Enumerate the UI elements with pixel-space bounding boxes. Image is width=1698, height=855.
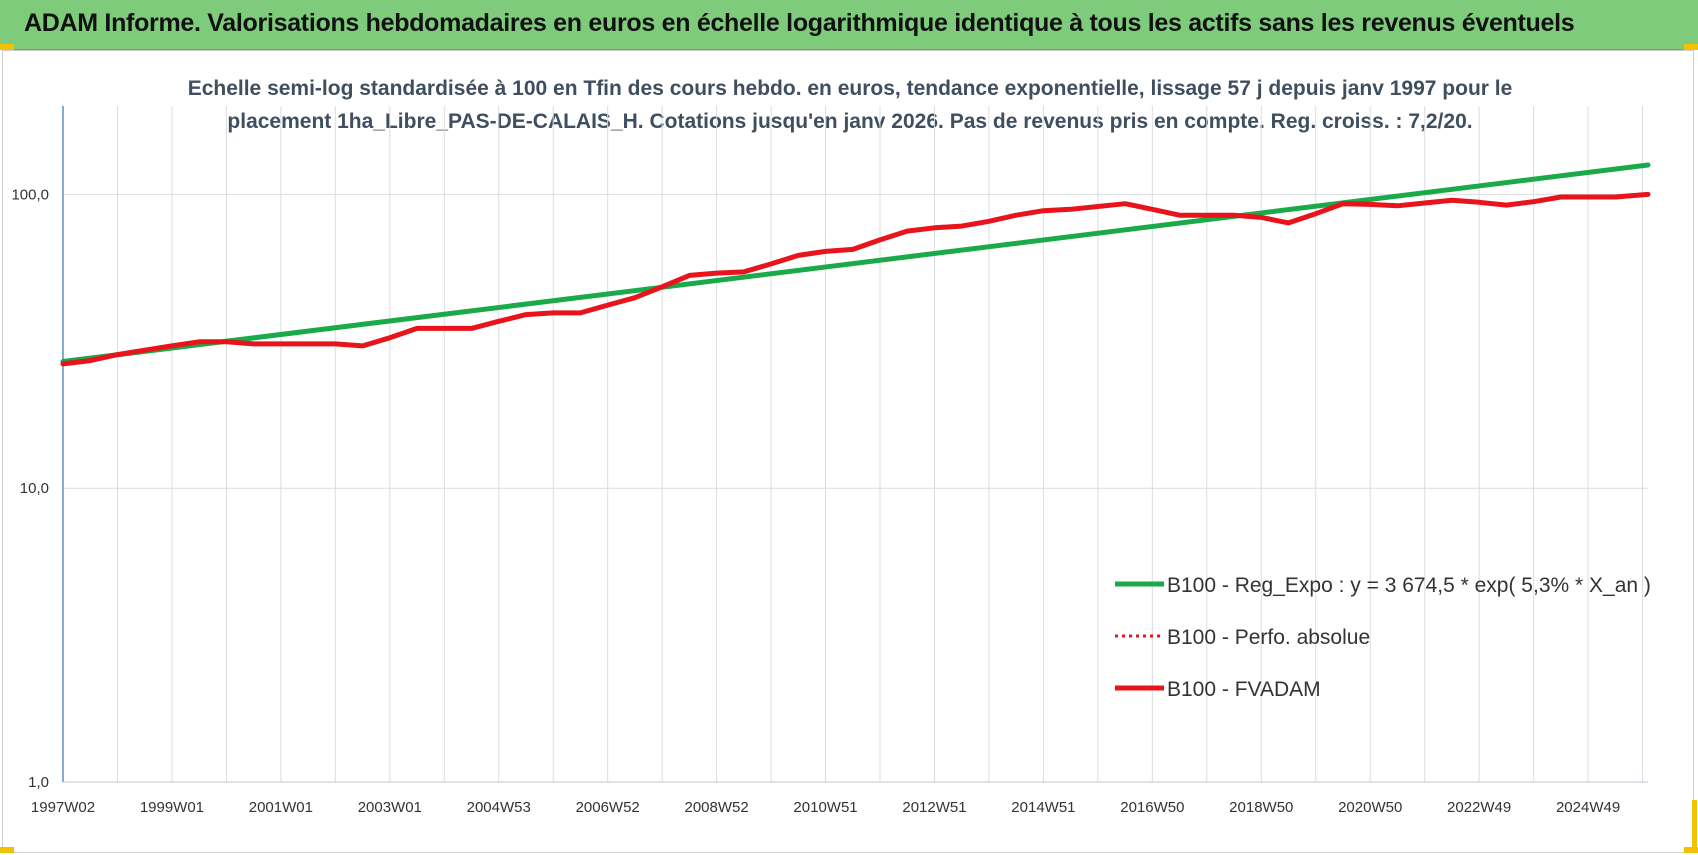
chart-frame: [2, 50, 1694, 853]
x-tick-label: 2018W50: [1229, 799, 1293, 816]
legend: B100 - Reg_Expo : y = 3 674,5 * exp( 5,3…: [1115, 574, 1651, 701]
legend-label: B100 - FVADAM: [1167, 678, 1321, 701]
x-tick-label: 2022W49: [1447, 799, 1511, 816]
series-layer: [60, 162, 1651, 367]
grid-layer: [62, 106, 1648, 783]
corner-marker-bottom-right-v: [1692, 800, 1697, 852]
x-tick-label: 2016W50: [1120, 799, 1184, 816]
x-tick-label: 2020W50: [1338, 799, 1402, 816]
legend-label: B100 - Reg_Expo : y = 3 674,5 * exp( 5,3…: [1167, 574, 1651, 597]
corner-marker-bottom-left: [0, 847, 14, 853]
x-tick-label: 2012W51: [902, 799, 966, 816]
x-tick-label: 2014W51: [1011, 799, 1075, 816]
chart-subtitle-line-2: placement 1ha_Libre_PAS-DE-CALAIS_H. Cot…: [227, 110, 1473, 133]
corner-marker-top-right: [1684, 44, 1698, 50]
header-bar: ADAM Informe. Valorisations hebdomadaire…: [0, 0, 1698, 50]
x-tick-label: 2006W52: [576, 799, 640, 816]
page-title: ADAM Informe. Valorisations hebdomadaire…: [24, 9, 1575, 37]
x-tick-label: 2003W01: [358, 799, 422, 816]
y-tick-label: 1,0: [28, 774, 49, 791]
legend-label: B100 - Perfo. absolue: [1167, 626, 1370, 649]
chart-subtitle-line-1: Echelle semi-log standardisée à 100 en T…: [187, 77, 1513, 100]
x-tick-label: 2010W51: [793, 799, 857, 816]
x-tick-label: 1999W01: [140, 799, 204, 816]
x-tick-label: 1997W02: [31, 799, 95, 816]
x-tick-label: 2008W52: [684, 799, 748, 816]
x-tick-label: 2004W53: [467, 799, 531, 816]
y-tick-label: 10,0: [20, 480, 49, 497]
corner-marker-top-left: [0, 44, 14, 50]
axis-layer: 1,0 10,0 100,0 1997W02 1999W01 2001W01 2003W01…: [11, 106, 1648, 816]
series-line-solid-green: [60, 162, 1651, 364]
x-tick-label: 2024W49: [1556, 799, 1620, 816]
series-line-solid-red: [60, 191, 1651, 367]
corner-marker-bottom-right-h: [1684, 847, 1698, 853]
y-tick-label: 100,0: [11, 186, 49, 203]
x-tick-label: 2001W01: [249, 799, 313, 816]
